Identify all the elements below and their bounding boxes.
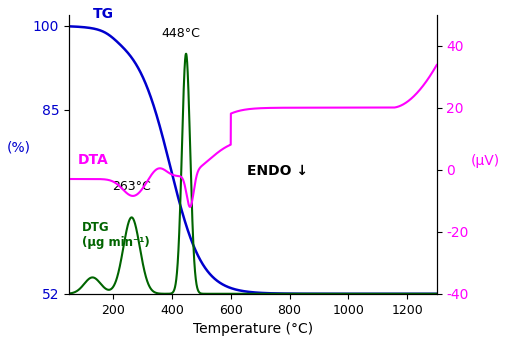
Y-axis label: (μV): (μV) [471,154,500,168]
X-axis label: Temperature (°C): Temperature (°C) [193,322,313,336]
Text: ENDO ↓: ENDO ↓ [247,164,308,178]
Text: DTA: DTA [78,153,108,167]
Text: TG: TG [92,7,114,21]
Text: DTG
(μg min⁻¹): DTG (μg min⁻¹) [82,221,150,249]
Text: 448°C: 448°C [161,27,200,40]
Y-axis label: (%): (%) [7,140,31,154]
Text: 263°C: 263°C [112,180,151,193]
